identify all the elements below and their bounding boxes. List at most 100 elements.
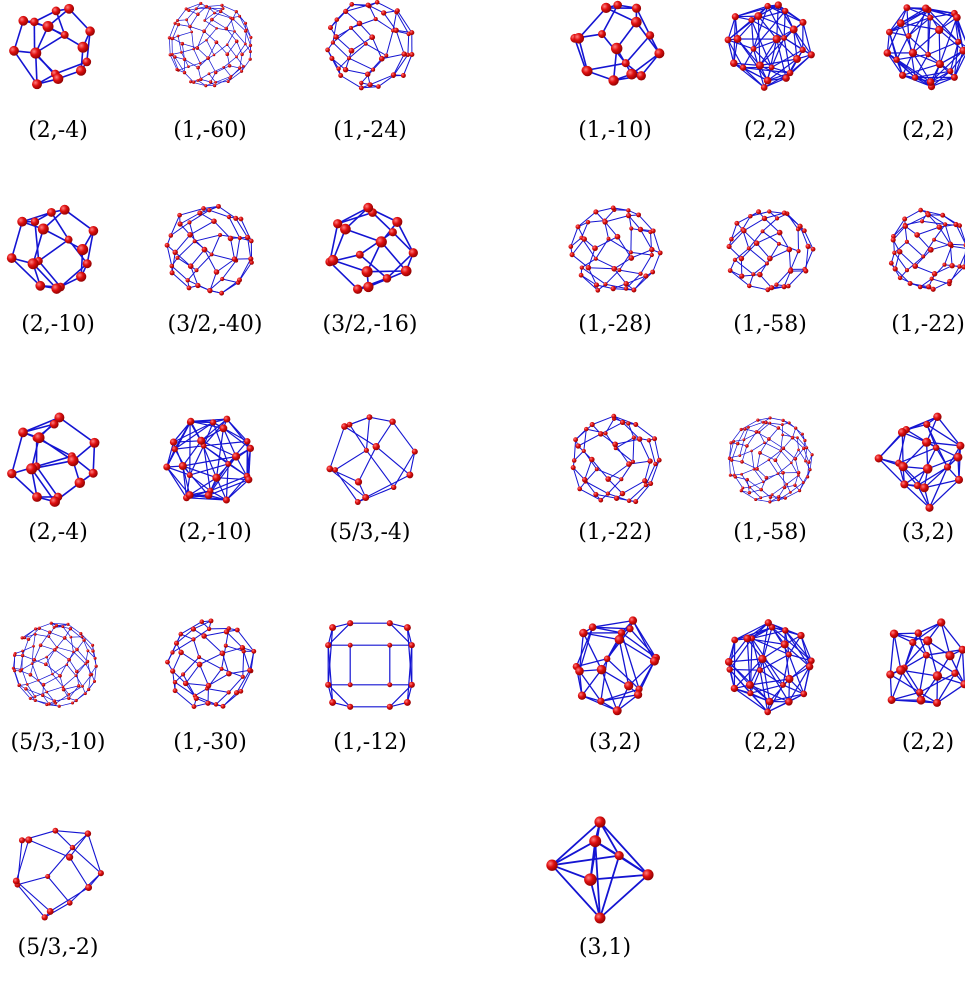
graph-edge bbox=[592, 415, 614, 426]
graph-vertex bbox=[891, 233, 896, 239]
graph-vertex bbox=[18, 15, 29, 26]
graph-vertex bbox=[925, 51, 931, 58]
graph-edge bbox=[760, 489, 771, 498]
graph-edge bbox=[961, 649, 965, 685]
graph-edge bbox=[38, 673, 53, 681]
graph-edge bbox=[179, 208, 204, 216]
graph-vertex bbox=[808, 468, 812, 472]
graph-edge bbox=[927, 41, 959, 56]
graph-vertex bbox=[182, 57, 187, 62]
graph-vertex bbox=[173, 640, 180, 646]
graph-edge bbox=[920, 209, 943, 216]
graph-edge bbox=[210, 72, 217, 83]
graph-vertex bbox=[81, 684, 84, 688]
graph-edge bbox=[788, 653, 812, 662]
graph-vertex bbox=[619, 477, 624, 482]
graph-edge bbox=[174, 690, 195, 707]
graph-edge bbox=[615, 437, 635, 449]
graph-edge bbox=[622, 480, 646, 495]
graph-edge bbox=[889, 633, 895, 675]
graph-vertex bbox=[389, 418, 396, 425]
graph-vertex bbox=[898, 71, 907, 79]
graph-edge bbox=[949, 51, 965, 72]
graph-edge bbox=[204, 8, 211, 21]
graph-vertex bbox=[758, 451, 762, 455]
graph-edge bbox=[790, 449, 799, 463]
graph-vertex bbox=[603, 282, 608, 287]
graph-edge bbox=[756, 468, 767, 478]
graph-edge bbox=[226, 18, 234, 29]
graph-vertex bbox=[47, 630, 52, 635]
graph-vertex bbox=[593, 282, 600, 288]
graph-edge bbox=[786, 484, 791, 493]
graph-vertex bbox=[204, 4, 209, 9]
graph-edge bbox=[936, 416, 961, 447]
graph-vertex bbox=[546, 859, 558, 871]
graph-edge bbox=[171, 265, 189, 281]
graph-edge bbox=[775, 448, 784, 461]
graph-vertex bbox=[32, 644, 35, 648]
graph-vertex bbox=[208, 618, 214, 624]
graph-vertex bbox=[730, 684, 739, 693]
graph-vertex bbox=[35, 280, 46, 291]
graph-vertex bbox=[199, 619, 205, 624]
graph-vertex bbox=[354, 478, 363, 486]
graph-vertex bbox=[41, 682, 46, 687]
graph-edge bbox=[166, 466, 188, 499]
graph-vertex bbox=[594, 467, 599, 472]
graph-edge bbox=[741, 242, 757, 259]
graph-edge bbox=[221, 260, 237, 280]
graph-edge bbox=[33, 634, 36, 647]
graph-edge bbox=[583, 429, 587, 451]
graph-vertex bbox=[614, 233, 621, 240]
graph-vertex bbox=[746, 246, 751, 251]
graph-edge bbox=[751, 637, 790, 656]
graph-edge bbox=[21, 211, 52, 223]
graph-vertex bbox=[637, 226, 644, 233]
graph-vertex bbox=[46, 907, 54, 915]
graph-vertex bbox=[59, 204, 70, 215]
graph-vertex bbox=[593, 256, 598, 261]
graph-vertex bbox=[403, 624, 411, 632]
graph-vertex bbox=[886, 28, 893, 36]
graph-vertex bbox=[577, 486, 583, 492]
graph-vertex bbox=[613, 0, 622, 10]
graph-edge bbox=[592, 626, 622, 634]
graph-edge bbox=[230, 238, 235, 260]
graph-edge bbox=[170, 221, 190, 236]
graph-vertex bbox=[26, 463, 38, 475]
graph-vertex bbox=[199, 77, 203, 82]
graph-edge bbox=[889, 674, 893, 701]
graph-edge bbox=[580, 274, 597, 286]
graph-vertex bbox=[226, 79, 230, 84]
graph-vertex bbox=[588, 623, 597, 632]
graph-edge bbox=[902, 74, 932, 88]
graph-vertex bbox=[764, 420, 768, 425]
graph-edge bbox=[654, 438, 660, 461]
graph-edge bbox=[177, 31, 192, 37]
graph-edge bbox=[752, 263, 768, 275]
graph-vertex bbox=[411, 448, 418, 455]
graph-vertex bbox=[593, 209, 599, 215]
graph-vertex bbox=[177, 221, 183, 227]
graph-vertex bbox=[954, 475, 964, 484]
graph-edge bbox=[174, 681, 196, 697]
graph-edge bbox=[58, 416, 95, 444]
graph-vertex bbox=[922, 4, 930, 13]
graph-edge bbox=[31, 663, 39, 681]
graph-edge bbox=[797, 437, 799, 450]
graph-edge bbox=[930, 243, 951, 251]
graph-vertex bbox=[213, 269, 220, 275]
graph-vertex bbox=[206, 56, 210, 60]
graph-edge bbox=[734, 687, 769, 713]
graph-edge bbox=[615, 447, 634, 463]
graph-vertex bbox=[69, 844, 76, 851]
graph-vertex bbox=[805, 446, 809, 450]
graph-edge bbox=[956, 17, 965, 41]
graph-vertex bbox=[238, 14, 242, 18]
graph-vertex bbox=[33, 432, 45, 444]
graph-vertex bbox=[874, 454, 883, 463]
figure-label: (2,-10) bbox=[21, 312, 95, 337]
graph-vertex bbox=[61, 687, 66, 692]
graph-vertex bbox=[17, 216, 28, 227]
